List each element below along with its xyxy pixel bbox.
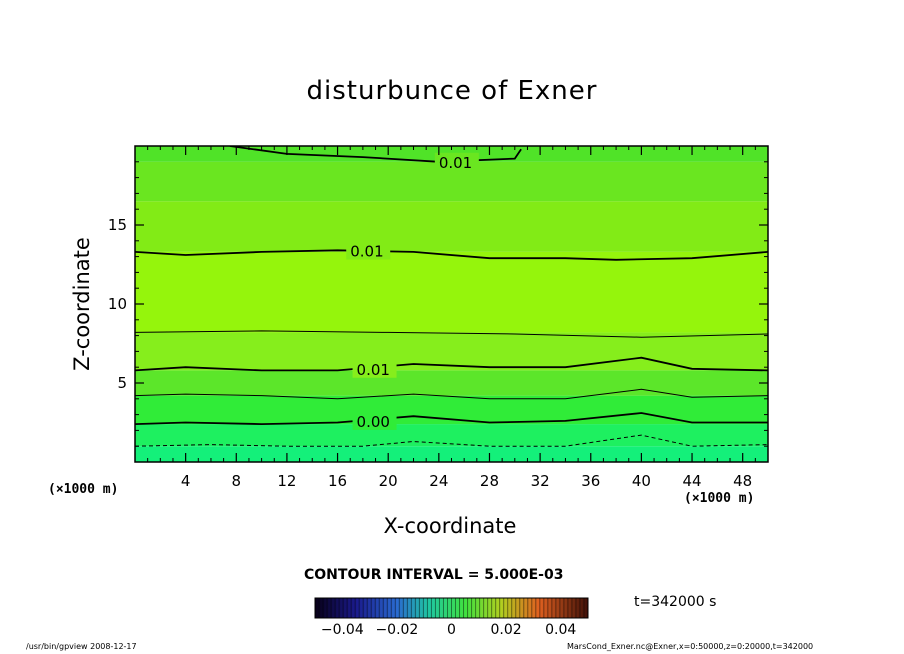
colorbar-tick-label-2: 0 <box>447 622 456 638</box>
x-tick-label-44: 44 <box>682 472 701 490</box>
x-tick-label-8: 8 <box>232 472 242 490</box>
filled-contour-bands <box>135 146 768 462</box>
contour-line-4 <box>135 388 768 400</box>
fill-band-3 <box>135 370 768 396</box>
contour-label-3: 0.01 <box>357 361 390 379</box>
contour-line-1 <box>135 249 768 261</box>
y-tick-label-10: 10 <box>108 295 127 313</box>
time-label: t=342000 s <box>634 594 717 610</box>
x-unit-left: (×1000 m) <box>48 482 119 497</box>
fill-band-6 <box>135 201 768 252</box>
colorbar: −0.04 −0.02 0 0.02 0.04 <box>314 597 589 638</box>
y-axis-ticks: 5 10 15 <box>108 161 768 447</box>
colorbar-stripes <box>318 598 585 618</box>
colorbar-frame <box>314 597 589 619</box>
contour-label-5: 0.00 <box>357 413 390 431</box>
contour-label-1: 0.01 <box>350 243 383 261</box>
colorbar-tick-label-1: −0.02 <box>375 622 418 638</box>
x-tick-label-4: 4 <box>181 472 191 490</box>
contour-labels: 0.01 0.01 0.01 0.00 <box>346 152 479 431</box>
contour-label-bg-0 <box>434 152 479 171</box>
x-axis-ticks: 4 8 12 16 20 24 28 32 36 40 44 48 <box>147 146 756 490</box>
contour-interval-text: CONTOUR INTERVAL = 5.000E-03 <box>304 567 564 583</box>
x-tick-label-32: 32 <box>531 472 550 490</box>
x-tick-label-48: 48 <box>733 472 752 490</box>
fill-band-5 <box>135 251 768 333</box>
x-tick-label-28: 28 <box>480 472 499 490</box>
colorbar-ticks: −0.04 −0.02 0 0.02 0.04 <box>321 622 577 638</box>
x-unit-right: (×1000 m) <box>684 491 755 506</box>
footer-right: MarsCond_Exner.nc@Exner,x=0:50000,z=0:20… <box>567 642 814 651</box>
x-tick-label-20: 20 <box>379 472 398 490</box>
contour-label-bg-1 <box>346 241 391 260</box>
x-tick-label-40: 40 <box>632 472 651 490</box>
y-tick-label-15: 15 <box>108 216 127 234</box>
x-tick-label-36: 36 <box>581 472 600 490</box>
fill-band-0 <box>135 446 768 462</box>
contour-line-0 <box>229 146 522 163</box>
colorbar-tick-label-3: 0.02 <box>491 622 522 638</box>
fill-band-4 <box>135 332 768 371</box>
contour-label-0: 0.01 <box>439 154 472 172</box>
chart-title: disturbunce of Exner <box>306 76 598 106</box>
contour-line-3 <box>135 356 768 372</box>
contour-line-6 <box>135 434 768 447</box>
footer-left: /usr/bin/gpview 2008-12-17 <box>26 642 137 651</box>
contour-line-5 <box>135 412 768 426</box>
x-tick-label-12: 12 <box>277 472 296 490</box>
y-tick-label-5: 5 <box>117 374 127 392</box>
y-axis-label: Z-coordinate <box>70 237 94 371</box>
fill-band-1 <box>135 424 768 447</box>
contour-line-2 <box>135 330 768 338</box>
x-tick-label-16: 16 <box>328 472 347 490</box>
contour-label-bg-5 <box>352 411 397 430</box>
colorbar-gradient <box>315 598 588 618</box>
x-axis-label: X-coordinate <box>383 514 517 538</box>
x-tick-label-24: 24 <box>429 472 448 490</box>
contour-lines <box>135 146 768 447</box>
colorbar-tick-label-4: 0.04 <box>545 622 576 638</box>
contour-label-bg-3 <box>352 359 397 378</box>
colorbar-tick-label-0: −0.04 <box>321 622 364 638</box>
